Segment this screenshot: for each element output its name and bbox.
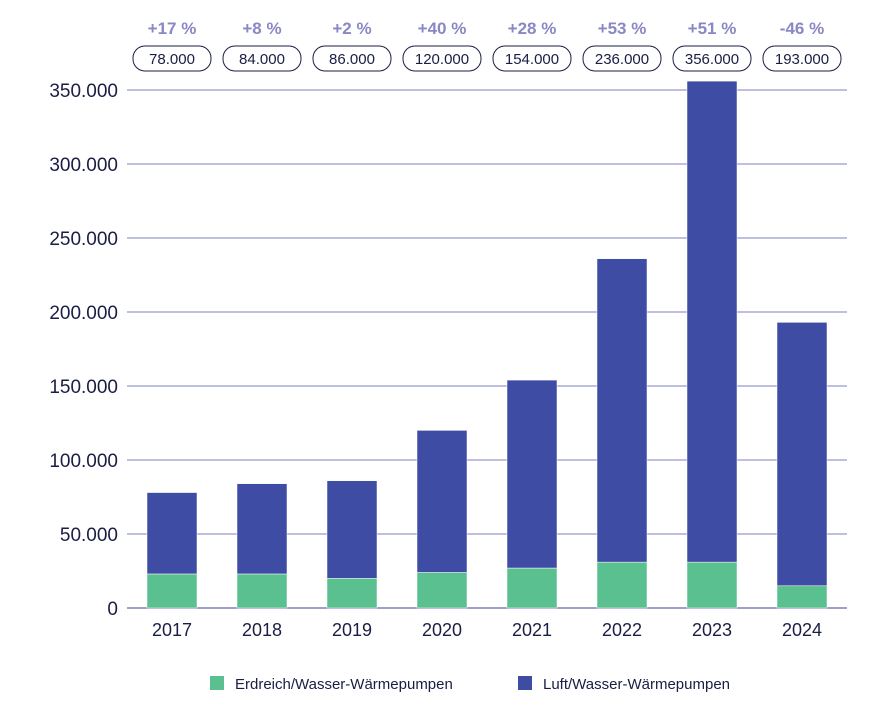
bar-segment-luft xyxy=(416,430,468,573)
bar-segment-erdreich xyxy=(776,585,828,609)
change-label: +17 % xyxy=(148,19,197,38)
x-tick-label: 2023 xyxy=(692,620,732,640)
bar-segment-erdreich xyxy=(326,578,378,609)
y-tick-label: 250.000 xyxy=(49,229,118,250)
change-label: +28 % xyxy=(508,19,557,38)
x-tick-label: 2024 xyxy=(782,620,822,640)
bar-segment-erdreich xyxy=(596,561,648,609)
change-label: +51 % xyxy=(688,19,737,38)
y-tick-label: 100.000 xyxy=(49,451,118,472)
legend-swatch xyxy=(518,676,532,690)
bar-segment-luft xyxy=(776,322,828,587)
y-tick-label: 150.000 xyxy=(49,377,118,398)
change-label: +8 % xyxy=(242,19,281,38)
x-tick-label: 2017 xyxy=(152,620,192,640)
change-label: +53 % xyxy=(598,19,647,38)
total-pill xyxy=(672,45,752,72)
total-pill xyxy=(762,45,842,72)
total-pill xyxy=(222,45,302,72)
x-tick-label: 2021 xyxy=(512,620,552,640)
total-pill xyxy=(582,45,662,72)
total-label: 84.000 xyxy=(239,51,285,68)
y-tick-label: 300.000 xyxy=(49,155,118,176)
total-pill xyxy=(402,45,482,72)
y-tick-label: 200.000 xyxy=(49,303,118,324)
y-tick-label: 350.000 xyxy=(49,81,118,102)
bar-segment-erdreich xyxy=(506,567,558,609)
x-tick-label: 2019 xyxy=(332,620,372,640)
y-tick-label: 50.000 xyxy=(60,525,118,546)
y-tick-label: 0 xyxy=(107,599,118,620)
bar-segment-luft xyxy=(686,80,738,563)
bar-segment-luft xyxy=(146,492,198,575)
change-label: -46 % xyxy=(780,19,824,38)
bar-segment-erdreich xyxy=(416,572,468,609)
bar-segment-luft xyxy=(506,379,558,569)
total-label: 356.000 xyxy=(685,51,739,68)
total-pill xyxy=(492,45,572,72)
total-label: 193.000 xyxy=(775,51,829,68)
bar-segment-luft xyxy=(326,480,378,579)
total-label: 236.000 xyxy=(595,51,649,68)
bar-segment-erdreich xyxy=(686,561,738,609)
change-label: +2 % xyxy=(332,19,371,38)
total-pill xyxy=(132,45,212,72)
bar-segment-erdreich xyxy=(146,573,198,609)
legend-swatch xyxy=(210,676,224,690)
total-label: 120.000 xyxy=(415,51,469,68)
total-label: 78.000 xyxy=(149,51,195,68)
x-tick-label: 2018 xyxy=(242,620,282,640)
legend-label: Luft/Wasser-Wärmepumpen xyxy=(543,676,730,693)
total-pill xyxy=(312,45,392,72)
legend-label: Erdreich/Wasser-Wärmepumpen xyxy=(235,676,453,693)
total-label: 154.000 xyxy=(505,51,559,68)
bar-segment-erdreich xyxy=(236,573,288,609)
bar-segment-luft xyxy=(236,483,288,575)
bar-segment-luft xyxy=(596,258,648,563)
x-tick-label: 2020 xyxy=(422,620,462,640)
total-label: 86.000 xyxy=(329,51,375,68)
x-tick-label: 2022 xyxy=(602,620,642,640)
change-label: +40 % xyxy=(418,19,467,38)
